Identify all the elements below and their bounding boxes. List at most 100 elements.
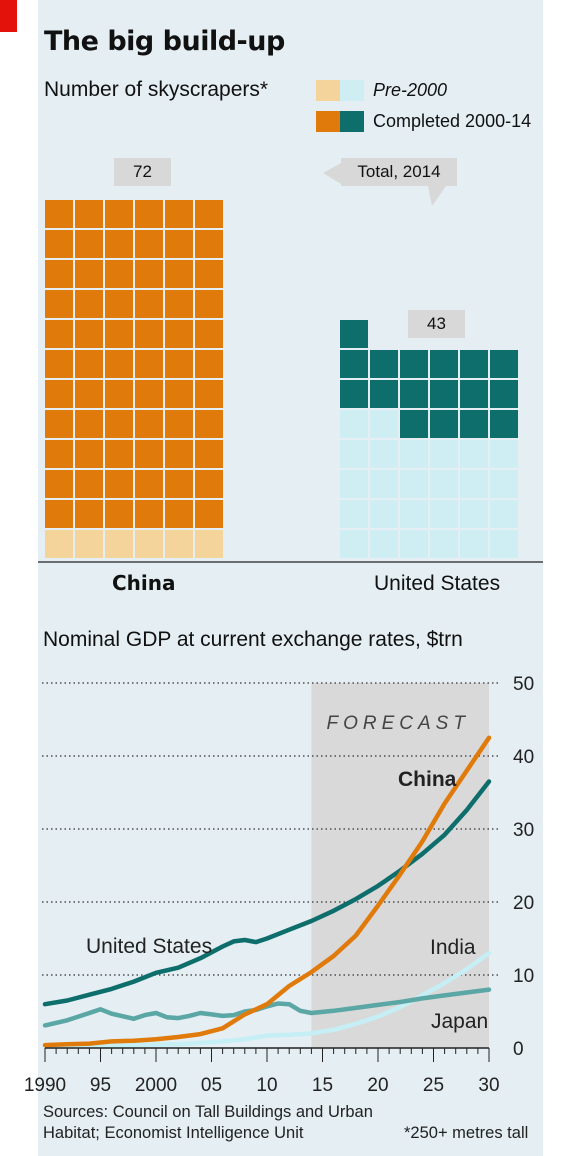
waffle-cell-china-45 xyxy=(105,320,133,348)
forecast-shading xyxy=(311,683,489,1048)
waffle-cell-us-18 xyxy=(490,470,518,498)
x-tick-label-2030: 30 xyxy=(478,1075,499,1096)
waffle-cell-china-34 xyxy=(135,380,163,408)
waffle-cell-china-3 xyxy=(105,530,133,558)
waffle-cell-china-8 xyxy=(75,500,103,528)
waffle-cell-china-15 xyxy=(105,470,133,498)
footnote: *250+ metres tall xyxy=(404,1124,529,1142)
legend-label-completed: Completed 2000-14 xyxy=(373,111,532,131)
category-label-united-states: United States xyxy=(374,572,501,595)
x-tick-label-2025: 25 xyxy=(423,1075,444,1096)
waffle-cell-us-10 xyxy=(430,500,458,528)
waffle-cell-china-31 xyxy=(45,380,73,408)
waffle-cell-us-7 xyxy=(340,500,368,528)
waffle-cell-us-36 xyxy=(490,380,518,408)
waffle-cell-china-1 xyxy=(45,530,73,558)
waffle-cell-us-16 xyxy=(430,470,458,498)
waffle-cell-china-26 xyxy=(75,410,103,438)
series-label-united-states: United States xyxy=(86,935,212,958)
waffle-cell-us-21 xyxy=(400,440,428,468)
waffle-cell-us-31 xyxy=(340,380,368,408)
waffle-cell-us-8 xyxy=(370,500,398,528)
waffle-cell-us-42 xyxy=(490,350,518,378)
total-2014-callout: Total, 2014 xyxy=(341,158,457,186)
waffle-cell-us-19 xyxy=(340,440,368,468)
waffle-cell-china-48 xyxy=(195,320,223,348)
waffle-cell-us-30 xyxy=(490,410,518,438)
waffle-cell-china-5 xyxy=(165,530,193,558)
waffle-cell-us-22 xyxy=(430,440,458,468)
waffle-cell-china-51 xyxy=(105,290,133,318)
china-total-label: 72 xyxy=(114,158,171,186)
legend-label-pre-2000: Pre-2000 xyxy=(373,80,448,100)
waffle-cell-china-6 xyxy=(195,530,223,558)
series-label-china: China xyxy=(398,768,457,791)
waffle-cell-us-35 xyxy=(460,380,488,408)
waffle-cell-us-39 xyxy=(400,350,428,378)
waffle-cell-china-49 xyxy=(45,290,73,318)
waffle-cell-us-23 xyxy=(460,440,488,468)
waffle-cell-china-66 xyxy=(195,230,223,258)
waffle-cell-china-20 xyxy=(75,440,103,468)
waffle-cell-china-65 xyxy=(165,230,193,258)
category-label-china: China xyxy=(112,571,176,595)
waffle-cell-china-14 xyxy=(75,470,103,498)
waffle-cell-china-19 xyxy=(45,440,73,468)
waffle-cell-china-4 xyxy=(135,530,163,558)
series-line-india xyxy=(42,950,492,1049)
x-tick-label-2015: 15 xyxy=(312,1075,333,1096)
x-tick-label-2005: 05 xyxy=(201,1075,222,1096)
waffle-cell-china-24 xyxy=(195,440,223,468)
waffle-cell-us-11 xyxy=(460,500,488,528)
waffle-cell-china-27 xyxy=(105,410,133,438)
callout-pointer-left xyxy=(323,163,341,184)
legend-swatch-completed-china xyxy=(316,111,340,132)
waffle-cell-us-1 xyxy=(340,530,368,558)
waffle-cell-china-30 xyxy=(195,410,223,438)
waffle-cell-us-37 xyxy=(340,350,368,378)
waffle-cell-us-40 xyxy=(430,350,458,378)
series-label-india: India xyxy=(430,936,476,959)
waffle-cell-china-29 xyxy=(165,410,193,438)
waffle-cell-china-58 xyxy=(135,260,163,288)
waffle-cell-china-37 xyxy=(45,350,73,378)
y-tick-label-20: 20 xyxy=(513,893,534,914)
waffle-cell-china-39 xyxy=(105,350,133,378)
waffle-cell-china-55 xyxy=(45,260,73,288)
waffle-cell-china-56 xyxy=(75,260,103,288)
waffle-cell-china-21 xyxy=(105,440,133,468)
red-tab-logo xyxy=(0,0,17,32)
waffle-cell-china-41 xyxy=(165,350,193,378)
waffle-cell-us-38 xyxy=(370,350,398,378)
waffle-cell-us-27 xyxy=(400,410,428,438)
waffle-cell-us-24 xyxy=(490,440,518,468)
waffle-cell-china-12 xyxy=(195,500,223,528)
waffle-cell-china-38 xyxy=(75,350,103,378)
waffle-cell-us-41 xyxy=(460,350,488,378)
x-tick-label-1995: 95 xyxy=(90,1075,111,1096)
y-tick-label-10: 10 xyxy=(513,966,534,987)
waffle-cell-china-72 xyxy=(195,200,223,228)
x-tick-label-2000: 2000 xyxy=(135,1075,177,1096)
waffle-cell-china-40 xyxy=(135,350,163,378)
waffle-cell-us-12 xyxy=(490,500,518,528)
forecast-label: FORECAST xyxy=(326,713,469,734)
waffle-cell-china-43 xyxy=(45,320,73,348)
waffle-cell-china-60 xyxy=(195,260,223,288)
legend-swatch-pre-us xyxy=(340,80,364,101)
waffle-cell-china-69 xyxy=(105,200,133,228)
waffle-cell-china-61 xyxy=(45,230,73,258)
waffle-cell-china-71 xyxy=(165,200,193,228)
waffle-cell-us-5 xyxy=(460,530,488,558)
waffle-cell-china-46 xyxy=(135,320,163,348)
waffle-cell-china-18 xyxy=(195,470,223,498)
waffle-cell-us-25 xyxy=(340,410,368,438)
waffle-cell-us-4 xyxy=(430,530,458,558)
waffle-cell-us-29 xyxy=(460,410,488,438)
waffle-cell-us-14 xyxy=(370,470,398,498)
waffle-cell-china-68 xyxy=(75,200,103,228)
waffle-cell-china-53 xyxy=(165,290,193,318)
waffle-cell-china-50 xyxy=(75,290,103,318)
waffle-cell-china-13 xyxy=(45,470,73,498)
